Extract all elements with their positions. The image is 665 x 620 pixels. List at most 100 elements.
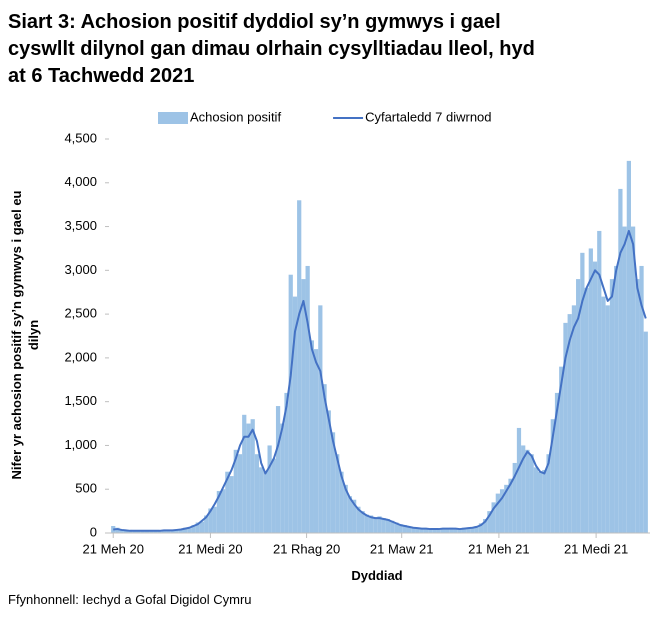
y-tick-label: 3,000 xyxy=(64,262,97,277)
bar xyxy=(292,296,298,533)
bar xyxy=(182,527,188,533)
bar xyxy=(614,265,619,533)
y-tick-label: 2,500 xyxy=(64,306,97,321)
bar xyxy=(618,188,623,533)
bar xyxy=(542,469,547,533)
bar xyxy=(335,454,340,533)
bar xyxy=(643,331,648,533)
bar xyxy=(550,419,555,533)
bar xyxy=(588,248,593,533)
bar xyxy=(191,525,196,533)
x-tick-label: 21 Rhag 20 xyxy=(273,541,340,556)
bar xyxy=(275,406,281,533)
bar xyxy=(398,524,403,533)
bar xyxy=(216,490,222,533)
bar xyxy=(132,530,137,533)
bar xyxy=(259,467,264,533)
bar xyxy=(115,527,120,533)
bar xyxy=(504,484,509,533)
bar xyxy=(411,527,416,533)
bar xyxy=(225,471,230,533)
bar xyxy=(440,528,446,533)
bar xyxy=(212,506,217,533)
bar xyxy=(250,419,255,533)
bar xyxy=(584,287,589,533)
bar xyxy=(364,514,369,533)
bar xyxy=(554,392,560,533)
bar xyxy=(491,502,496,533)
bar xyxy=(478,523,484,533)
bar xyxy=(343,484,348,533)
x-axis-title: Dyddiad xyxy=(351,568,402,583)
bar xyxy=(390,520,395,533)
bar xyxy=(609,279,615,533)
bar xyxy=(229,476,234,533)
bar xyxy=(233,449,238,533)
bar xyxy=(394,522,399,533)
bar xyxy=(626,160,631,533)
bar xyxy=(487,511,492,533)
bar xyxy=(474,525,479,533)
bar xyxy=(483,518,488,533)
chart-title: Siart 3: Achosion positif dyddiol sy’n g… xyxy=(8,11,501,33)
bar xyxy=(630,226,636,534)
bar xyxy=(512,462,517,533)
bar xyxy=(635,279,640,533)
bar xyxy=(195,522,200,533)
bar xyxy=(377,516,382,533)
bar xyxy=(466,528,471,533)
bar xyxy=(533,467,538,533)
line xyxy=(113,229,647,532)
bar xyxy=(597,230,602,533)
bar xyxy=(559,366,564,533)
x-tick-label: 21 Meh 20 xyxy=(83,541,144,556)
bar xyxy=(347,496,353,533)
y-tick-label: 1,500 xyxy=(64,393,97,408)
y-axis-title: dilyn xyxy=(26,320,41,350)
bar xyxy=(221,489,226,533)
bar xyxy=(622,226,627,534)
bar xyxy=(368,515,374,533)
bar xyxy=(525,449,530,533)
bar xyxy=(174,530,179,533)
bar xyxy=(352,499,357,533)
bar xyxy=(360,511,365,533)
bar xyxy=(571,305,577,533)
bar xyxy=(385,518,391,533)
bar xyxy=(576,279,581,533)
bar xyxy=(470,527,475,533)
bar xyxy=(402,525,407,533)
bar xyxy=(592,261,598,533)
bar xyxy=(313,349,319,533)
x-tick-label: 21 Meh 21 xyxy=(468,541,529,556)
bar xyxy=(449,527,454,533)
x-tick-label: 21 Maw 21 xyxy=(370,541,434,556)
bar xyxy=(605,305,610,533)
bar xyxy=(309,340,314,533)
bar xyxy=(580,252,585,534)
bar xyxy=(423,528,429,533)
bar xyxy=(436,528,441,533)
bar xyxy=(419,528,424,533)
bar xyxy=(166,530,171,533)
bar xyxy=(453,528,458,533)
legend-label: Achosion positif xyxy=(190,109,281,124)
bar xyxy=(111,525,116,533)
bar xyxy=(199,521,205,533)
bar xyxy=(153,531,158,533)
chart-title: cyswllt dilynol gan dimau olrhain cysyll… xyxy=(8,38,535,60)
legend-swatch xyxy=(158,112,188,124)
bar xyxy=(322,384,327,533)
bar xyxy=(567,314,572,533)
bar xyxy=(140,531,145,533)
y-tick-label: 3,500 xyxy=(64,218,97,233)
y-tick-label: 4,500 xyxy=(64,130,97,145)
bar xyxy=(339,471,344,533)
bar xyxy=(495,493,500,533)
bar xyxy=(297,200,302,534)
bar xyxy=(639,265,644,533)
bar xyxy=(318,305,323,533)
bar xyxy=(119,529,124,533)
bar xyxy=(546,454,551,533)
